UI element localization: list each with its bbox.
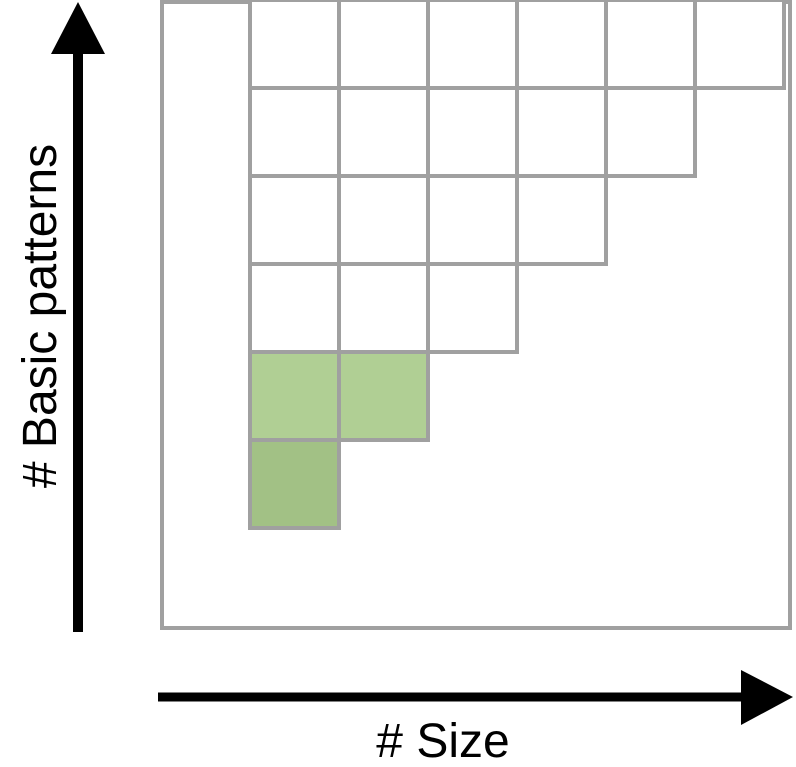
grid-cell: [515, 0, 608, 90]
grid-cell: [248, 262, 341, 354]
pattern-grid: [248, 0, 786, 530]
grid-cell: [515, 174, 608, 266]
grid-cell: [248, 0, 341, 90]
highlighted-cell: [337, 350, 430, 442]
grid-cell: [337, 0, 430, 90]
grid-cell: [604, 0, 697, 90]
grid-cell: [693, 0, 786, 90]
grid-cell: [337, 174, 430, 266]
grid-cell: [248, 86, 341, 178]
x-axis-label: # Size: [376, 715, 509, 767]
grid-cell: [337, 86, 430, 178]
x-axis-arrow: [158, 670, 793, 725]
grid-cell: [426, 174, 519, 266]
highlighted-cell: [248, 438, 341, 530]
grid-cell: [604, 86, 697, 178]
grid-cell: [337, 262, 430, 354]
grid-cell: [515, 86, 608, 178]
highlighted-cell: [248, 350, 341, 442]
grid-cell: [426, 262, 519, 354]
grid-cell: [248, 174, 341, 266]
grid-cell: [426, 86, 519, 178]
y-axis-label: # Basic patterns: [14, 144, 67, 488]
y-axis-arrow: [51, 2, 105, 632]
grid-cell: [426, 0, 519, 90]
